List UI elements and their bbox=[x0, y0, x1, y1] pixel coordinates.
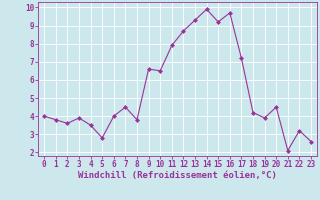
X-axis label: Windchill (Refroidissement éolien,°C): Windchill (Refroidissement éolien,°C) bbox=[78, 171, 277, 180]
